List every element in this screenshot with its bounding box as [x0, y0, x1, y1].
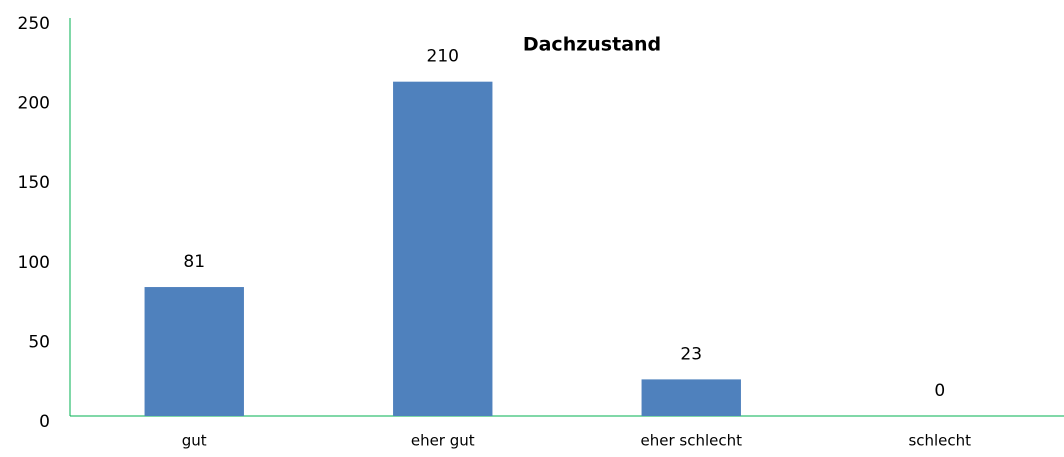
data-label: 23: [680, 344, 702, 364]
y-tick-label: 250: [18, 14, 50, 34]
bar: [393, 81, 493, 417]
y-tick-label: 200: [18, 94, 50, 114]
y-tick-label: 50: [28, 332, 50, 352]
x-tick-label: eher gut: [411, 432, 475, 450]
data-label: 210: [427, 47, 459, 67]
data-label: 0: [934, 381, 945, 401]
y-tick-label: 100: [18, 253, 50, 273]
x-tick-label: gut: [182, 432, 207, 450]
x-tick-label: schlecht: [908, 432, 971, 450]
bar: [144, 287, 244, 416]
chart-title: Dachzustand: [523, 34, 661, 56]
x-tick-label: eher schlecht: [641, 432, 743, 450]
data-label: 81: [183, 252, 205, 272]
bar: [641, 379, 741, 416]
y-tick-label: 150: [18, 173, 50, 193]
y-tick-label: 0: [39, 412, 50, 432]
